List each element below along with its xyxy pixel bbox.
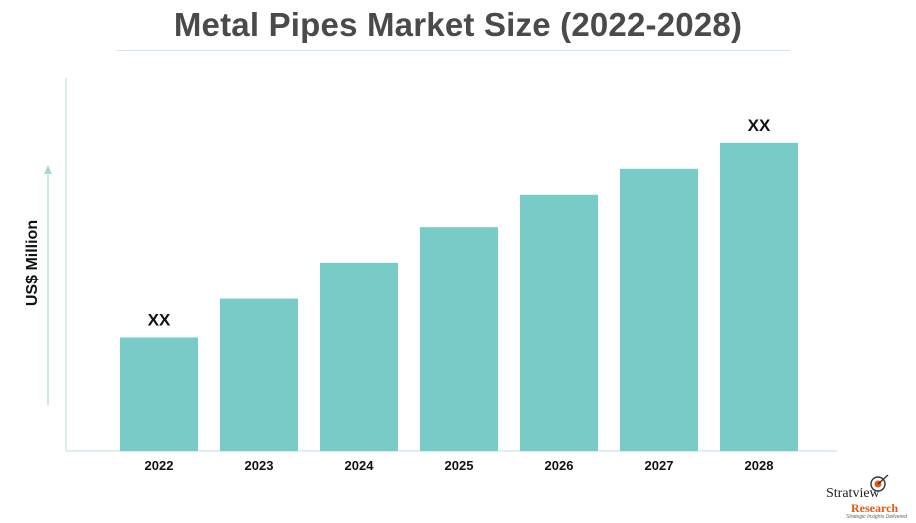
x-tick-label-2022: 2022: [145, 458, 174, 473]
bar-2026: [520, 194, 598, 452]
bar-2023: [220, 298, 298, 451]
x-tick-label-2025: 2025: [445, 458, 474, 473]
bar-2025: [420, 227, 498, 451]
chart-title: Metal Pipes Market Size (2022-2028): [173, 6, 743, 43]
bar-2028: [720, 142, 798, 451]
target-icon: [870, 474, 889, 492]
bar-2027: [620, 168, 698, 452]
x-tick-label-2026: 2026: [545, 458, 574, 473]
logo-name: Stratview: [826, 486, 880, 501]
bar-2022: [120, 337, 198, 451]
x-tick-label-2027: 2027: [645, 458, 674, 473]
title-underline: [116, 50, 790, 51]
logo-name-2: Research: [851, 501, 899, 515]
x-tick-label-2028: 2028: [745, 458, 774, 473]
x-tick-label-2023: 2023: [245, 458, 274, 473]
stratview-logo: Stratview Research Strategic Insights De…: [826, 474, 912, 520]
data-label-2022: XX: [148, 310, 171, 329]
logo-tagline: Strategic Insights Delivered: [846, 514, 907, 520]
bar-2024: [320, 262, 398, 451]
y-axis-arrow-head: [44, 165, 52, 174]
x-tick-label-2024: 2024: [345, 458, 375, 473]
data-label-2028: XX: [748, 116, 771, 135]
